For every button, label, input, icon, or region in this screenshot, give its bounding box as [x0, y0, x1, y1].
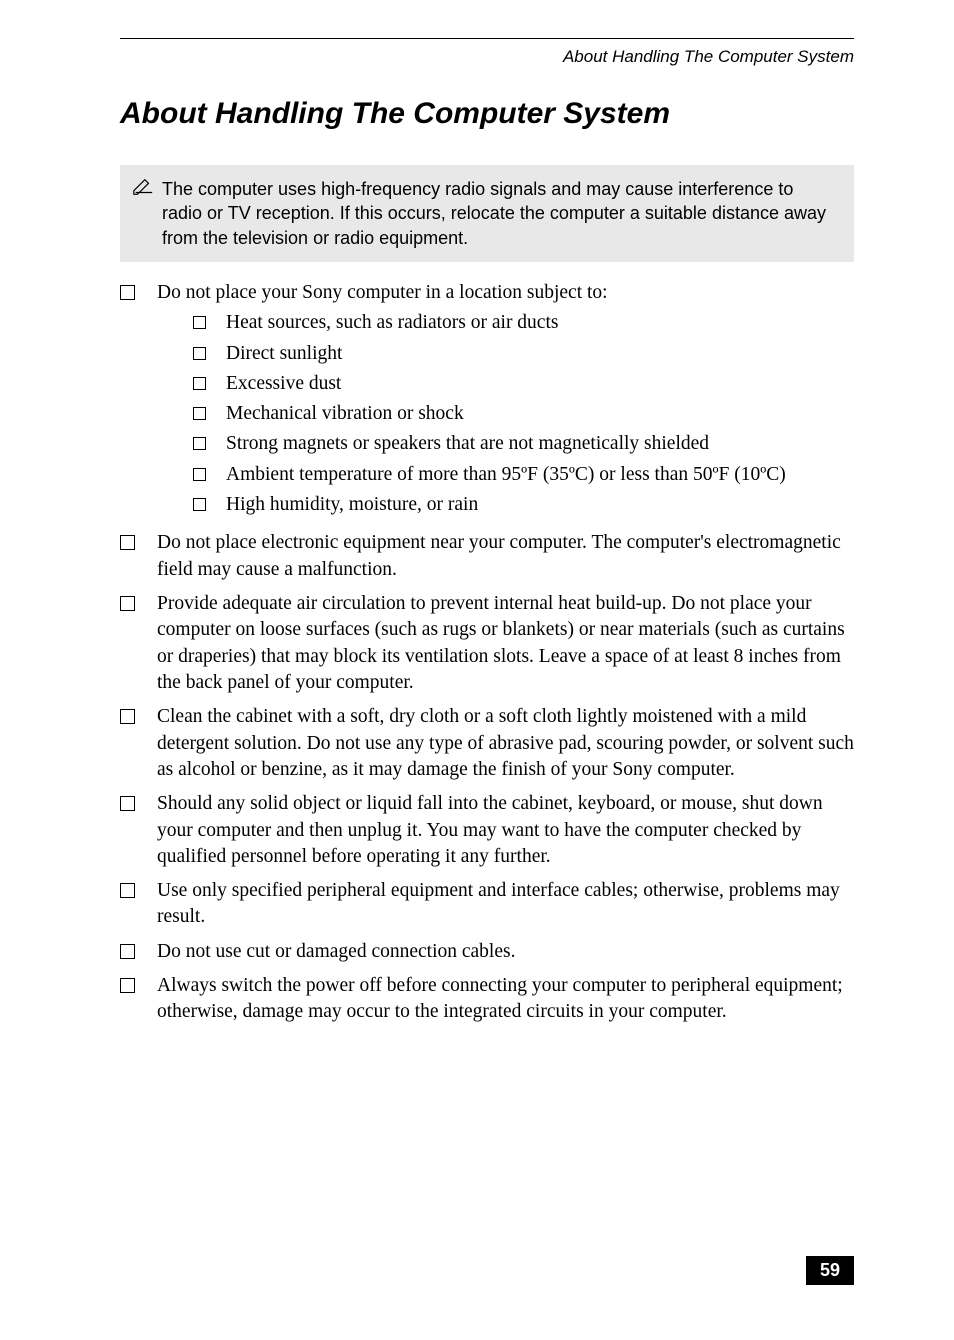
list-item: Clean the cabinet with a soft, dry cloth…: [120, 704, 854, 783]
list-text: Always switch the power off before conne…: [157, 975, 843, 1022]
list-item: Always switch the power off before conne…: [120, 973, 854, 1026]
bullet-icon: [193, 468, 206, 481]
list-item: Direct sunlight: [193, 341, 854, 367]
bullet-icon: [193, 316, 206, 329]
bullet-icon: [120, 883, 135, 898]
bullet-icon: [120, 796, 135, 811]
list-item: Do not place electronic equipment near y…: [120, 530, 854, 583]
list-text: Do not place your Sony computer in a loc…: [157, 282, 608, 303]
bullet-icon: [193, 347, 206, 360]
top-rule: [120, 38, 854, 39]
bullet-icon: [120, 285, 135, 300]
bullet-icon: [120, 709, 135, 724]
page-container: About Handling The Computer System About…: [0, 0, 954, 1340]
bullet-icon: [120, 978, 135, 993]
page-title: About Handling The Computer System: [120, 97, 854, 131]
list-text: Use only specified peripheral equipment …: [157, 880, 840, 927]
list-item: Should any solid object or liquid fall i…: [120, 791, 854, 870]
bullet-icon: [120, 944, 135, 959]
bullet-icon: [120, 596, 135, 611]
pencil-icon: [132, 177, 154, 197]
nested-list: Heat sources, such as radiators or air d…: [157, 310, 854, 518]
list-item: Strong magnets or speakers that are not …: [193, 431, 854, 457]
note-text: The computer uses high-frequency radio s…: [162, 177, 838, 250]
list-text: Mechanical vibration or shock: [226, 401, 464, 427]
list-text: Heat sources, such as radiators or air d…: [226, 310, 558, 336]
bullet-icon: [193, 377, 206, 390]
list-item: Mechanical vibration or shock: [193, 401, 854, 427]
list-item: Excessive dust: [193, 371, 854, 397]
bullet-icon: [193, 437, 206, 450]
list-item: Ambient temperature of more than 95ºF (3…: [193, 462, 854, 488]
list-text: Do not use cut or damaged connection cab…: [157, 941, 515, 962]
list-item: Use only specified peripheral equipment …: [120, 878, 854, 931]
running-header: About Handling The Computer System: [120, 47, 854, 67]
list-item: Do not use cut or damaged connection cab…: [120, 939, 854, 965]
list-text: Ambient temperature of more than 95ºF (3…: [226, 462, 786, 488]
list-text: Clean the cabinet with a soft, dry cloth…: [157, 706, 854, 780]
list-item: Provide adequate air circulation to prev…: [120, 591, 854, 696]
note-box: The computer uses high-frequency radio s…: [120, 165, 854, 262]
list-item: High humidity, moisture, or rain: [193, 492, 854, 518]
list-item: Heat sources, such as radiators or air d…: [193, 310, 854, 336]
bullet-icon: [193, 407, 206, 420]
main-list: Do not place your Sony computer in a loc…: [120, 280, 854, 1026]
list-text: Excessive dust: [226, 371, 341, 397]
list-text: Do not place electronic equipment near y…: [157, 532, 841, 579]
list-text: Should any solid object or liquid fall i…: [157, 793, 823, 867]
list-text: Strong magnets or speakers that are not …: [226, 431, 709, 457]
bullet-icon: [193, 498, 206, 511]
list-text: High humidity, moisture, or rain: [226, 492, 478, 518]
list-text: Provide adequate air circulation to prev…: [157, 593, 845, 693]
list-item: Do not place your Sony computer in a loc…: [120, 280, 854, 523]
bullet-icon: [120, 535, 135, 550]
list-text: Direct sunlight: [226, 341, 342, 367]
page-number: 59: [806, 1256, 854, 1285]
